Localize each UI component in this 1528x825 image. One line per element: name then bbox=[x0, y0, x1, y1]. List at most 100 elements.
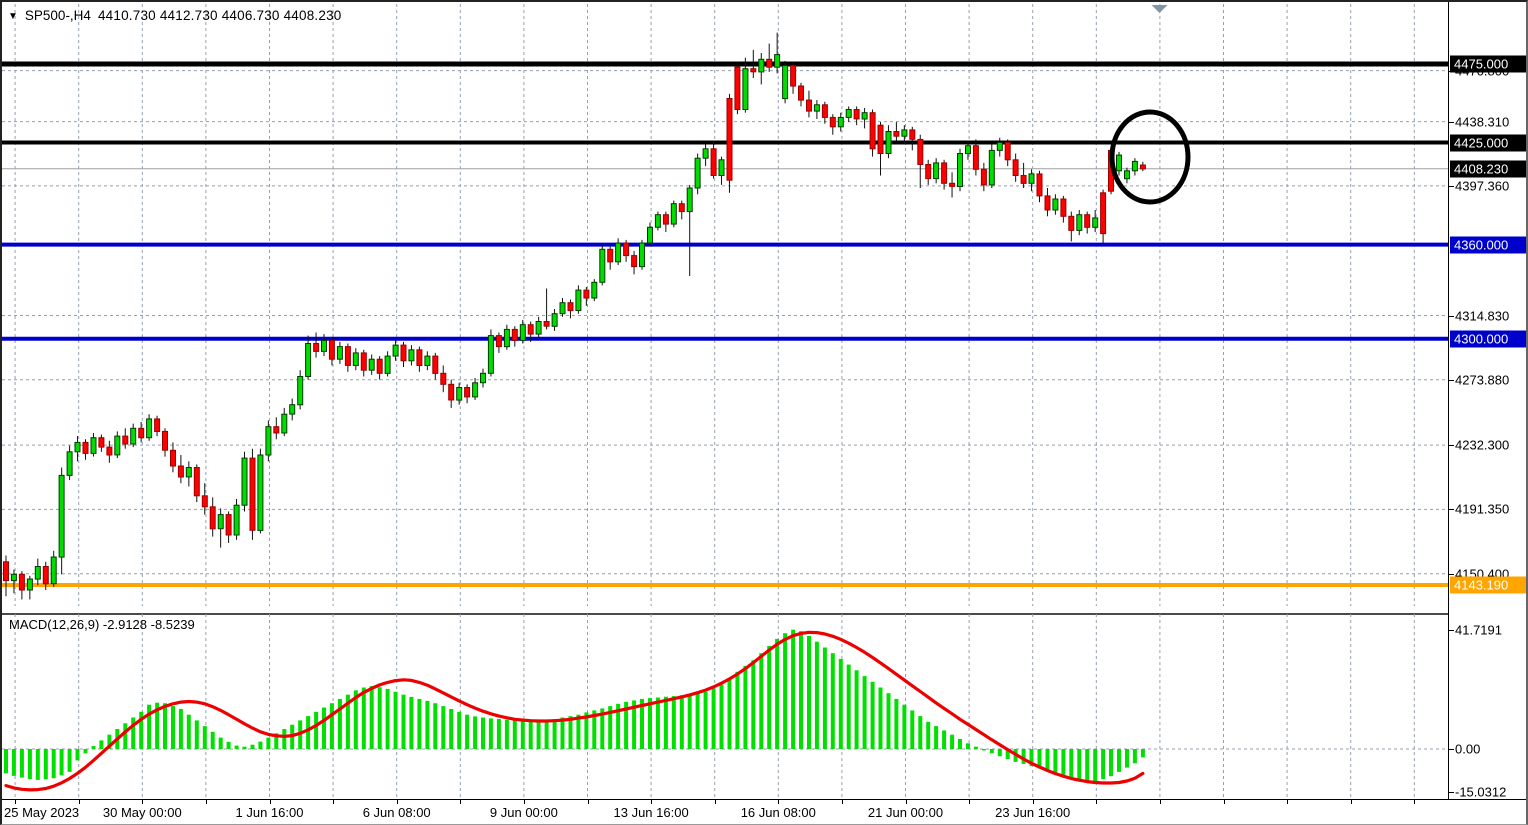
candle bbox=[1060, 195, 1067, 223]
candle bbox=[217, 508, 224, 548]
macd-canvas[interactable] bbox=[2, 613, 1448, 799]
candle bbox=[893, 122, 900, 141]
price-level-badge: 4475.000 bbox=[1450, 55, 1526, 73]
candle bbox=[456, 382, 463, 405]
candle bbox=[1092, 210, 1099, 232]
macd-bar bbox=[1117, 749, 1121, 772]
macd-bar bbox=[155, 702, 160, 749]
macd-bar bbox=[226, 741, 231, 749]
macd-bar bbox=[274, 733, 279, 749]
axis-tick bbox=[1449, 121, 1454, 123]
time-axis-tick bbox=[905, 800, 907, 804]
macd-bar bbox=[282, 729, 287, 749]
candle bbox=[885, 125, 892, 159]
candle bbox=[511, 326, 518, 347]
macd-bar bbox=[918, 716, 923, 749]
macd-bar bbox=[496, 719, 501, 749]
candle bbox=[519, 319, 526, 344]
macd-bar bbox=[393, 691, 398, 749]
candle bbox=[901, 125, 908, 145]
macd-bar bbox=[449, 709, 454, 749]
macd-bar bbox=[59, 749, 64, 776]
time-axis-tick bbox=[205, 800, 207, 804]
candle bbox=[957, 148, 963, 192]
axis-tick bbox=[1449, 185, 1454, 187]
candle bbox=[527, 321, 534, 342]
macd-bar bbox=[966, 743, 970, 749]
circle-annotation[interactable] bbox=[1109, 109, 1191, 205]
high-value: 4412.730 bbox=[159, 8, 218, 23]
macd-bar bbox=[584, 712, 589, 749]
candle bbox=[233, 498, 240, 540]
candle bbox=[678, 200, 685, 220]
macd-bar bbox=[743, 666, 748, 749]
price-axis[interactable]: 4470.8004438.3104397.3604314.8304273.880… bbox=[1448, 2, 1526, 800]
time-axis-tick bbox=[523, 800, 525, 804]
chart-shift-marker-icon[interactable] bbox=[1151, 5, 1168, 13]
time-axis-label: 9 Jun 00:00 bbox=[489, 805, 558, 820]
candle bbox=[432, 352, 439, 380]
macd-bar bbox=[218, 737, 223, 749]
candle bbox=[321, 334, 327, 357]
macd-indicator-panel[interactable] bbox=[2, 613, 1448, 799]
candle bbox=[257, 448, 264, 534]
price-chart-canvas[interactable] bbox=[2, 2, 1448, 608]
collapse-triangle-icon[interactable]: ▼ bbox=[8, 10, 18, 22]
candle bbox=[543, 288, 550, 330]
candle bbox=[74, 436, 81, 462]
candle bbox=[980, 162, 987, 192]
time-axis[interactable]: 25 May 2023 30 May 00:00 1 Jun 16:00 6 Jun … bbox=[2, 799, 1526, 824]
macd-bar bbox=[329, 703, 334, 749]
macd-bar bbox=[163, 703, 167, 749]
macd-bar bbox=[83, 749, 88, 754]
candle bbox=[1076, 210, 1083, 236]
level-lines[interactable] bbox=[2, 61, 1448, 587]
macd-bar bbox=[361, 687, 366, 749]
macd-bar bbox=[1045, 749, 1050, 771]
time-axis-label: 30 May 00:00 bbox=[102, 805, 182, 820]
macd-bar bbox=[735, 671, 740, 749]
candle bbox=[869, 109, 876, 157]
low-value: 4406.730 bbox=[221, 8, 280, 23]
macd-bar bbox=[592, 710, 597, 749]
price-chart-panel[interactable] bbox=[2, 2, 1448, 608]
price-level-badge: 4143.190 bbox=[1450, 576, 1526, 594]
candle bbox=[1020, 162, 1027, 188]
macd-bar bbox=[775, 638, 780, 749]
macd-bar bbox=[314, 711, 319, 749]
candle bbox=[114, 431, 121, 459]
time-axis-label: 25 May 2023 bbox=[4, 805, 80, 820]
symbol-header: ▼ SP500-,H4 4410.730 4412.730 4406.730 4… bbox=[8, 8, 342, 23]
time-axis-tick bbox=[269, 800, 271, 804]
axis-tick bbox=[1449, 379, 1454, 381]
candle bbox=[766, 43, 773, 72]
macd-bar bbox=[767, 646, 772, 749]
candle bbox=[607, 246, 614, 270]
candle bbox=[782, 60, 789, 104]
candle bbox=[185, 461, 192, 487]
macd-bar bbox=[942, 730, 947, 749]
macd-bar bbox=[409, 696, 414, 749]
candle bbox=[734, 62, 741, 115]
macd-bar bbox=[997, 749, 1002, 757]
macd-bar bbox=[783, 633, 788, 749]
macd-bar bbox=[171, 706, 175, 749]
ohlc-values: 4410.730 4412.730 4406.730 4408.230 bbox=[98, 8, 342, 23]
macd-bar bbox=[616, 703, 621, 749]
candle bbox=[559, 298, 566, 317]
time-axis-tick bbox=[1096, 800, 1098, 804]
candle bbox=[1116, 151, 1122, 176]
macd-bar bbox=[27, 749, 32, 779]
open-value: 4410.730 bbox=[97, 8, 156, 23]
candle bbox=[742, 57, 749, 113]
macd-bar bbox=[981, 749, 986, 751]
candle bbox=[965, 140, 971, 160]
candle bbox=[495, 332, 502, 353]
macd-bar bbox=[528, 721, 533, 749]
candle bbox=[925, 159, 932, 185]
macd-bar bbox=[520, 721, 525, 749]
candle bbox=[209, 497, 216, 537]
macd-bar bbox=[481, 717, 485, 749]
candle bbox=[26, 575, 33, 600]
macd-axis-label: 0.00 bbox=[1455, 741, 1481, 757]
